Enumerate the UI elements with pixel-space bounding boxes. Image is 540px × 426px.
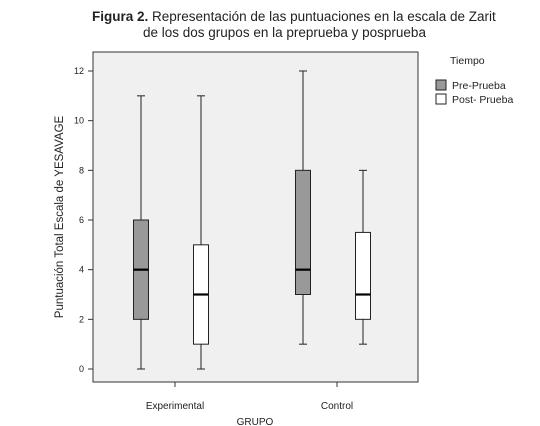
y-axis: 0 2 4 6 8 10 12 [74, 66, 93, 374]
y-tick-label: 12 [74, 66, 84, 76]
y-axis-title: Puntuación Total Escala de YESAVAGE [54, 115, 66, 318]
caption-line-1: Representación de las puntuaciones en la… [152, 9, 496, 24]
y-tick-label: 8 [79, 165, 84, 175]
y-tick-label: 6 [79, 215, 84, 225]
y-tick-label: 0 [79, 364, 84, 374]
box-preprueba-experimental [133, 95, 149, 370]
legend-swatch [435, 93, 447, 105]
x-tick-label: Control [321, 401, 353, 412]
iqr-box [295, 169, 311, 295]
caption-lead: Figura 2. [92, 9, 149, 24]
legend-swatch [435, 79, 447, 91]
caption-line-2: de los dos grupos en la preprueba y posp… [143, 25, 426, 40]
boxes-group [133, 70, 371, 370]
y-tick-label: 10 [74, 116, 84, 126]
iqr-box [355, 231, 371, 320]
box-postprueba-control [355, 169, 371, 345]
x-axis: Experimental Control [146, 382, 353, 412]
x-axis-title: GRUPO [237, 417, 274, 426]
legend-label: Post- Prueba [452, 94, 513, 106]
figure-caption: Figura 2. Representación de las puntuaci… [92, 9, 532, 41]
x-tick-label: Experimental [146, 401, 204, 412]
legend-label: Pre-Prueba [452, 80, 506, 92]
legend: Tiempo Pre-Prueba Post- Prueba [435, 55, 513, 106]
box-postprueba-experimental [193, 95, 209, 370]
box-preprueba-control [295, 70, 311, 345]
legend-title: Tiempo [450, 55, 485, 67]
plot-area [92, 51, 419, 383]
y-tick-label: 2 [79, 314, 84, 324]
y-tick-label: 4 [79, 265, 84, 275]
